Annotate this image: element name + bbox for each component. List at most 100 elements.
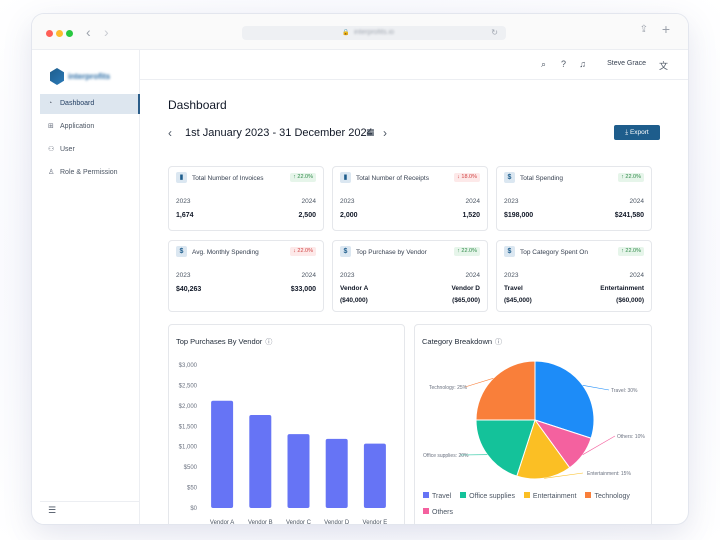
url-bar[interactable]: 🔒 interprofits.io ↻: [242, 26, 506, 40]
pie-leader-line: [464, 377, 494, 388]
legend-swatch: [423, 508, 429, 514]
card-year-label: 2023: [504, 198, 519, 205]
sidebar-item-application[interactable]: ⊞ Application: [40, 117, 140, 137]
top-bar: ⌕ ? ♫ Steve Grace 文: [140, 50, 688, 80]
pie-slice[interactable]: [475, 419, 536, 477]
translate-icon[interactable]: 文: [658, 61, 668, 71]
pie-slice[interactable]: [475, 360, 536, 421]
legend-swatch: [460, 492, 467, 498]
card-value: 1,674: [176, 212, 194, 219]
legend-item-office-supplies[interactable]: Office supplies: [460, 492, 515, 500]
next-period-arrow-icon[interactable]: ›: [383, 126, 387, 140]
browser-titlebar: ‹ › 🔒 interprofits.io ↻ ⇪ +: [32, 14, 688, 50]
app-logo[interactable]: interprofits: [50, 68, 110, 86]
card-vendor-name: Vendor D: [451, 285, 480, 292]
logo-text: interprofits: [68, 72, 111, 81]
new-tab-icon[interactable]: +: [661, 21, 670, 37]
forward-arrow-icon[interactable]: ›: [104, 24, 109, 40]
sidebar-item-dashboard[interactable]: ◔ Dashboard: [40, 94, 140, 114]
sidebar: interprofits ◔ Dashboard ⊞ Application ⚇…: [40, 50, 140, 524]
card-avg-monthly-spending: $ Avg. Monthly Spending ↓ 22.0% 2023 202…: [168, 240, 324, 312]
sidebar-item-user[interactable]: ⚇ User: [40, 140, 140, 160]
logo-mark-icon: [50, 68, 64, 85]
info-icon[interactable]: ⓘ: [265, 339, 273, 346]
x-tick-label: Vendor C: [286, 520, 312, 524]
minimize-window-button[interactable]: [56, 30, 63, 37]
bar[interactable]: [249, 415, 272, 508]
top-purchases-panel: Top Purchases By Vendor ⓘ $0 $50 $500 $1,000…: [168, 324, 405, 524]
card-year-label: 2024: [301, 198, 316, 205]
bar[interactable]: [325, 438, 348, 508]
panel-title: Top Purchases By Vendor ⓘ: [176, 337, 272, 347]
info-icon[interactable]: ⓘ: [495, 339, 503, 346]
card-amount: ($60,000): [616, 297, 644, 304]
share-icon[interactable]: ⇪: [639, 24, 648, 35]
user-name[interactable]: Steve Grace: [607, 60, 646, 67]
legend-label: Technology: [594, 492, 630, 500]
card-category-name: Entertainment: [600, 285, 644, 292]
legend-item-travel[interactable]: Travel: [423, 492, 451, 500]
legend-label: Others: [432, 508, 454, 516]
x-tick-label: Vendor B: [248, 520, 273, 524]
previous-period-arrow-icon[interactable]: ‹: [168, 126, 172, 140]
bar-chart-icon: ▮: [176, 172, 187, 183]
card-title: Total Number of Receipts: [356, 175, 429, 182]
change-badge: ↓ 18.0%: [454, 173, 480, 182]
date-range-text[interactable]: 1st January 2023 - 31 December 2024: [185, 127, 373, 139]
page-title: Dashboard: [168, 98, 227, 112]
legend-item-technology[interactable]: Technology: [585, 492, 630, 500]
card-year-label: 2023: [504, 272, 519, 279]
bar[interactable]: [363, 443, 386, 508]
card-category-name: Travel: [504, 285, 523, 292]
y-tick-label: $1,500: [179, 424, 198, 430]
pie-slice-label: Technology: 25%: [429, 385, 468, 391]
y-tick-label: $50: [187, 486, 198, 492]
card-value: 2,500: [298, 212, 316, 219]
bar[interactable]: [287, 434, 310, 508]
pie-slice[interactable]: [516, 418, 571, 480]
export-button-label: Export: [629, 129, 649, 136]
bar-chart: $0 $50 $500 $1,000 $1,500 $2,000 $2,500 $3,000 V…: [179, 363, 388, 524]
card-top-purchase-by-vendor: $ Top Purchase by Vendor ↑ 22.0% 2023 20…: [332, 240, 488, 312]
bar[interactable]: [211, 400, 234, 508]
pie-leader-line: [544, 472, 584, 479]
card-year-label: 2024: [629, 272, 644, 279]
close-window-button[interactable]: [46, 30, 53, 37]
card-year-label: 2023: [176, 272, 191, 279]
bar-chart-title: Top Purchases By Vendor: [176, 337, 263, 346]
y-tick-label: $1,000: [179, 445, 198, 451]
bell-icon[interactable]: ♫: [579, 59, 586, 69]
browser-window: ‹ › 🔒 interprofits.io ↻ ⇪ + interprofits…: [32, 14, 688, 524]
download-icon: ⤓: [625, 129, 629, 136]
calendar-icon[interactable]: ▦: [366, 127, 375, 137]
pie-slice-label: Travel: 30%: [611, 388, 638, 394]
reload-icon[interactable]: ↻: [491, 28, 498, 37]
legend-swatch: [523, 492, 530, 498]
y-tick-label: $0: [190, 506, 197, 512]
legend-label: Office supplies: [469, 492, 515, 500]
sidebar-item-role-permission[interactable]: ♙ Role & Permission: [40, 163, 140, 183]
pie-slice-label: Others: 10%: [617, 434, 645, 440]
pie-chart: Travel: 30% Others: 10% Entertainment: 15%…: [423, 360, 645, 480]
sidebar-item-label: User: [60, 146, 75, 153]
x-tick-label: Vendor E: [363, 520, 388, 524]
export-button[interactable]: ⤓ Export: [614, 125, 660, 140]
pie-slice[interactable]: [534, 360, 595, 439]
card-title: Top Category Spent On: [520, 249, 588, 256]
card-value: $40,263: [176, 286, 202, 293]
collapse-sidebar-icon[interactable]: ☰: [48, 505, 57, 515]
maximize-window-button[interactable]: [66, 30, 73, 37]
y-tick-label: $3,000: [179, 363, 198, 369]
back-arrow-icon[interactable]: ‹: [86, 24, 91, 40]
legend-item-others[interactable]: Others: [423, 508, 454, 516]
card-year-label: 2024: [465, 272, 480, 279]
users-icon: ⚇: [48, 146, 55, 153]
change-badge: ↑ 22.0%: [618, 173, 644, 182]
card-amount: ($40,000): [340, 297, 368, 304]
sidebar-divider: [40, 501, 139, 502]
legend-item-entertainment[interactable]: Entertainment: [523, 492, 577, 500]
help-icon[interactable]: ?: [560, 59, 566, 69]
dollar-icon: $: [504, 172, 515, 183]
pie-slice-label: Entertainment: 15%: [587, 471, 631, 477]
search-icon[interactable]: ⌕: [540, 59, 546, 69]
